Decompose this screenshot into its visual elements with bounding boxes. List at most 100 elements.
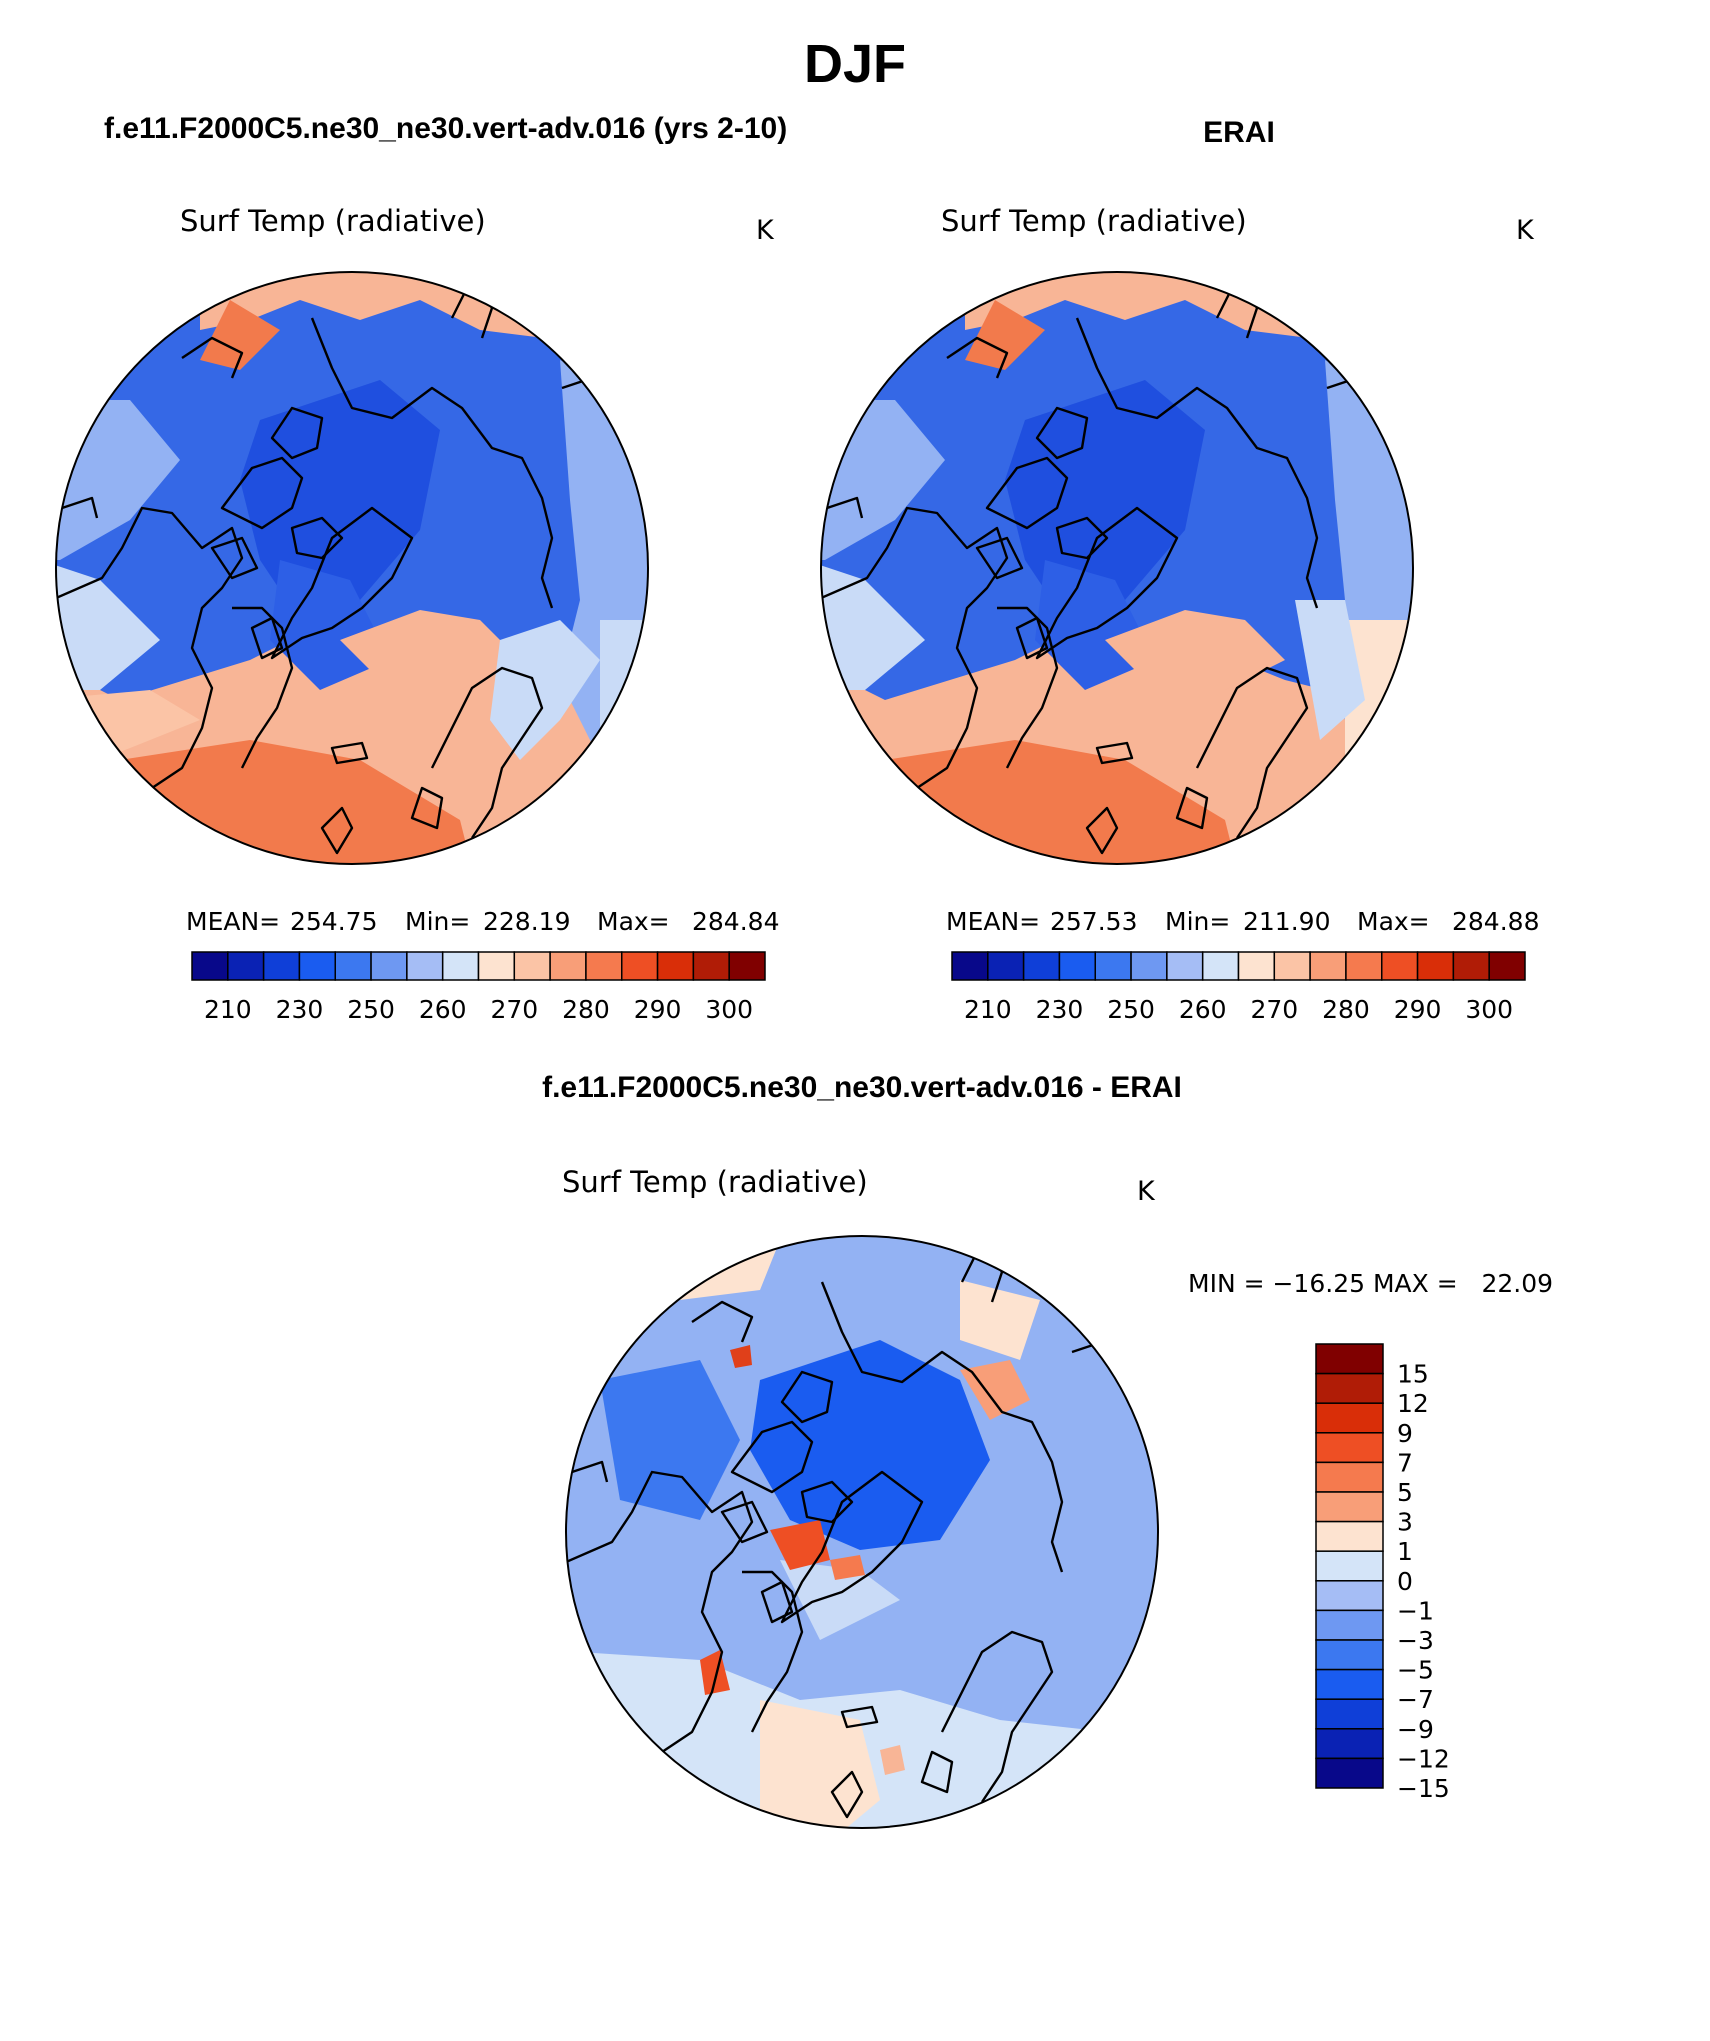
colorbar-model-tick-label: 270 [490,995,538,1024]
units-label-obs: K [1516,215,1535,246]
colorbar-model-swatch [656,951,695,981]
colorbar-obs-swatch [1488,951,1526,981]
colorbar-model-swatch [227,951,265,981]
colorbar-diff-tick-label: 5 [1397,1478,1413,1507]
mean-label-obs: MEAN= [946,907,1040,936]
colorbar-obs-tick-label: 210 [964,995,1012,1024]
polar-map-model [56,272,648,864]
colorbar-obs-tick-label: 300 [1465,995,1513,1024]
panel-obs: ERAI Surf Temp (radiative) K MEAN= 257.5… [820,116,1539,1024]
colorbar-obs-swatch [1058,951,1096,981]
colorbar-model-swatch [441,951,480,981]
colorbar-model-swatch [513,951,551,981]
colorbar-model-swatch [621,951,659,981]
colorbar-diff-swatch [1315,1609,1384,1641]
min-label-model: Min= [405,907,470,936]
max-value-model: 284.84 [692,907,779,936]
colorbar-model-swatch [477,951,516,981]
colorbar-obs-swatch [951,951,989,981]
colorbar-obs-swatch [1345,951,1383,981]
colorbar-obs-swatch [1309,951,1347,981]
min-value-model: 228.19 [483,907,570,936]
colorbar-obs-swatch [1130,951,1168,981]
max-label-obs: Max= [1357,907,1430,936]
colorbar-obs-tick-label: 280 [1322,995,1370,1024]
variable-label-diff: Surf Temp (radiative) [562,1165,868,1199]
colorbar-model-swatch [406,951,444,981]
colorbar-diff-tick-label: 9 [1397,1419,1413,1448]
variable-label-model: Surf Temp (radiative) [180,204,486,238]
colorbar-model-swatch [298,951,336,981]
colorbar-obs-tick-label: 270 [1250,995,1298,1024]
colorbar-diff-tick-label: 0 [1397,1567,1413,1596]
colorbar-diff-tick-label: 3 [1397,1508,1413,1537]
colorbar-diff-tick-label: −7 [1397,1685,1434,1714]
colorbar-diff-swatch [1315,1580,1384,1612]
panel-diff: f.e11.F2000C5.ne30_ne30.vert-adv.016 - E… [542,1071,1553,1829]
colorbar-model-tick-label: 300 [705,995,753,1024]
colorbar-obs-swatch [1273,951,1311,981]
colorbar-obs-swatch [1166,951,1204,981]
max-value-obs: 284.88 [1452,907,1539,936]
max-label-model: Max= [597,907,670,936]
panel-title-obs: ERAI [1203,116,1275,149]
colorbar-diff-swatch [1315,1491,1384,1523]
colorbar-diff-swatch [1315,1520,1384,1552]
colorbar-obs: 210 230 250 260 270 280 290 300 [951,951,1526,1024]
mean-value-model: 254.75 [290,907,377,936]
colorbar-model-swatch [262,951,301,981]
colorbar-diff-tick-label: −12 [1397,1744,1450,1773]
colorbar-diff-swatch [1315,1698,1384,1730]
colorbar-diff-tick-label: −5 [1397,1656,1434,1685]
colorbar-diff-tick-label: −9 [1397,1715,1434,1744]
colorbar-model-tick-label: 230 [276,995,324,1024]
colorbar-model: 210 230 250 260 270 280 290 300 [191,951,766,1024]
polar-map-obs [821,272,1413,864]
colorbar-obs-swatch [1381,951,1419,981]
colorbar-obs-tick-label: 260 [1179,995,1227,1024]
map-border-diff [565,1235,1159,1829]
map-border-obs [820,271,1414,865]
colorbar-model-swatch [585,951,623,981]
stats-line-obs: MEAN= 257.53 Min= 211.90 Max= 284.88 [946,907,1539,936]
colorbar-obs-swatch [1201,951,1240,981]
colorbar-diff-tick-label: 12 [1397,1389,1429,1418]
colorbar-diff-swatch [1315,1668,1384,1700]
colorbar-model-tick-label: 290 [634,995,682,1024]
colorbar-model-tick-label: 210 [204,995,252,1024]
min-label-obs: Min= [1165,907,1230,936]
colorbar-diff-swatch [1315,1461,1384,1493]
colorbar-diff-tick-label: −3 [1397,1626,1434,1655]
panel-model: f.e11.F2000C5.ne30_ne30.vert-adv.016 (yr… [55,112,787,1024]
colorbar-obs-tick-label: 250 [1107,995,1155,1024]
colorbar-model-swatch [692,951,730,981]
colorbar-diff-swatch [1315,1432,1384,1464]
colorbar-obs-swatch [987,951,1025,981]
colorbar-model-tick-label: 260 [419,995,467,1024]
polar-map-diff [566,1236,1158,1828]
colorbar-model-swatch [728,951,766,981]
min-value-obs: 211.90 [1243,907,1330,936]
colorbar-obs-swatch [1452,951,1490,981]
colorbar-diff-swatch [1315,1402,1384,1434]
colorbar-model-tick-label: 250 [347,995,395,1024]
colorbar-model-tick-label: 280 [562,995,610,1024]
colorbar-diff-swatch [1315,1639,1384,1671]
map-border-model [55,271,649,865]
variable-label-obs: Surf Temp (radiative) [941,204,1247,238]
colorbar-model-swatch [191,951,229,981]
colorbar-diff-swatch [1315,1757,1384,1789]
colorbar-model-swatch [370,951,408,981]
colorbar-obs-swatch [1416,951,1455,981]
colorbar-diff-tick-label: 7 [1397,1448,1413,1477]
colorbar-obs-swatch [1022,951,1061,981]
panel-title-diff: f.e11.F2000C5.ne30_ne30.vert-adv.016 - E… [542,1071,1182,1104]
panel-title-model: f.e11.F2000C5.ne30_ne30.vert-adv.016 (yr… [104,112,787,145]
colorbar-diff-swatch [1315,1728,1384,1760]
colorbar-model-swatch [549,951,587,981]
colorbar-diff-tick-label: −1 [1397,1596,1434,1625]
colorbar-diff-swatch [1315,1550,1384,1582]
colorbar-obs-tick-label: 230 [1036,995,1084,1024]
